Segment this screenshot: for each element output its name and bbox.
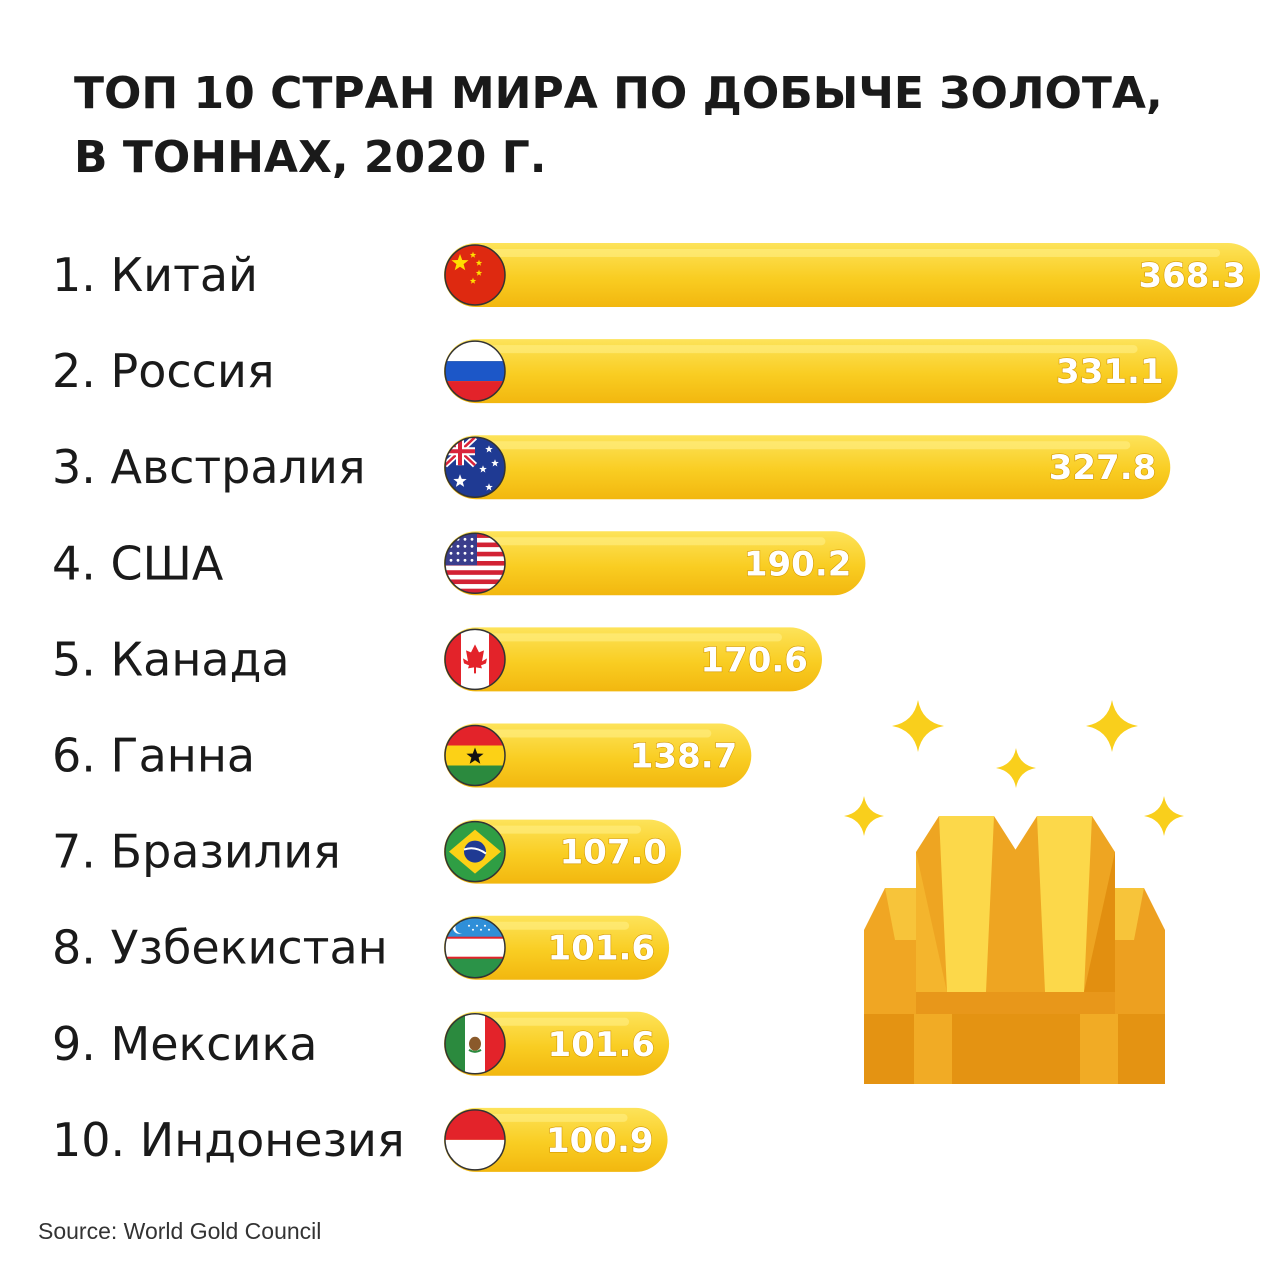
category-label-9: 9. Мексика xyxy=(52,1017,317,1071)
category-label-4: 4. США xyxy=(52,536,224,590)
bar-row-2: 2. Россия 331.1 xyxy=(52,339,1178,404)
russia-flag-icon xyxy=(444,340,506,402)
value-label-9: 101.6 xyxy=(548,1025,656,1065)
bar-highlight-10 xyxy=(484,1113,628,1122)
australia-flag-icon xyxy=(444,436,506,498)
bar-row-1: 1. Китай 368.3 xyxy=(52,243,1260,307)
bar-highlight-8 xyxy=(484,921,630,930)
bar-5 xyxy=(444,627,822,692)
value-label-2: 331.1 xyxy=(1056,352,1164,392)
value-label-6: 138.7 xyxy=(630,737,738,777)
category-label-10: 10. Индонезия xyxy=(52,1113,405,1167)
bar-highlight-1 xyxy=(484,249,1220,257)
bar-highlight-9 xyxy=(484,1017,630,1026)
chart-title: ТОП 10 СТРАН МИРА ПО ДОБЫЧЕ ЗОЛОТА, В ТО… xyxy=(74,62,1224,190)
uzbekistan-flag-icon xyxy=(444,916,506,979)
ghana-flag-icon xyxy=(444,724,506,787)
bar-highlight-3 xyxy=(484,441,1131,450)
chart-title-line-2: В ТОННАХ, 2020 Г. xyxy=(74,132,547,183)
category-label-1: 1. Китай xyxy=(52,248,258,302)
bar-1 xyxy=(444,243,1260,307)
usa-flag-icon xyxy=(444,532,506,595)
bar-highlight-7 xyxy=(484,825,642,834)
sparkle-icon xyxy=(844,700,1184,836)
category-label-3: 3. Австралия xyxy=(52,440,366,494)
bar-highlight-4 xyxy=(484,537,826,546)
value-label-3: 327.8 xyxy=(1049,448,1157,488)
category-label-8: 8. Узбекистан xyxy=(52,921,388,975)
bar-7 xyxy=(444,819,682,884)
canada-flag-icon xyxy=(444,628,506,691)
gold-bars-icon xyxy=(844,700,1184,1084)
bar-6 xyxy=(444,723,752,788)
category-label-7: 7. Бразилия xyxy=(52,825,341,879)
bar-2 xyxy=(444,339,1178,404)
value-label-7: 107.0 xyxy=(560,833,668,873)
bar-highlight-6 xyxy=(484,729,712,738)
bar-row-4: 4. США 190.2 xyxy=(52,531,866,596)
bar-row-10: 10. Индонезия 100.9 xyxy=(52,1107,668,1172)
value-label-4: 190.2 xyxy=(744,544,852,584)
value-label-5: 170.6 xyxy=(700,640,808,680)
bar-4 xyxy=(444,531,866,596)
bar-highlight-5 xyxy=(484,633,782,642)
chart-title-line-1: ТОП 10 СТРАН МИРА ПО ДОБЫЧЕ ЗОЛОТА, xyxy=(74,68,1163,119)
china-flag-icon xyxy=(444,244,506,306)
bar-row-7: 7. Бразилия 107.0 xyxy=(52,819,682,884)
category-label-2: 2. Россия xyxy=(52,344,275,398)
value-label-10: 100.9 xyxy=(546,1121,654,1161)
brazil-flag-icon xyxy=(444,820,506,883)
category-label-5: 5. Канада xyxy=(52,632,290,686)
value-label-8: 101.6 xyxy=(548,929,656,969)
value-label-1: 368.3 xyxy=(1138,256,1246,296)
category-label-6: 6. Ганна xyxy=(52,729,255,783)
source-note: Source: World Gold Council xyxy=(38,1218,322,1244)
bar-row-5: 5. Канада 170.6 xyxy=(52,627,822,692)
indonesia-flag-icon xyxy=(444,1109,506,1171)
bar-row-6: 6. Ганна 138.7 xyxy=(52,723,752,788)
bar-row-9: 9. Мексика 101.6 xyxy=(52,1011,670,1076)
bar-row-3: 3. Австралия 327.8 xyxy=(52,435,1171,500)
mexico-flag-icon xyxy=(444,1013,506,1075)
bar-3 xyxy=(444,435,1171,500)
bar-row-8: 8. Узбекистан 101.6 xyxy=(52,915,670,980)
bar-highlight-2 xyxy=(484,345,1138,354)
